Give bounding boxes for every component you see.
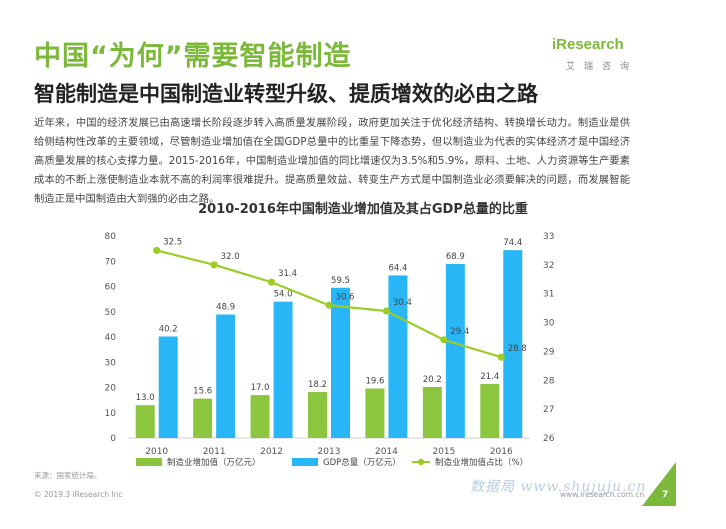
bar-data-label: 68.9: [446, 252, 465, 262]
bar-gdp: [158, 336, 178, 438]
bar-data-label: 48.9: [216, 303, 235, 313]
y-right-tick-label: 27: [543, 405, 554, 415]
line-point: [267, 278, 276, 286]
x-tick-label: 2016: [490, 447, 513, 457]
line-point: [153, 246, 161, 255]
logo-text: iResearch: [552, 36, 624, 53]
x-tick-label: 2013: [318, 447, 341, 457]
x-tick-label: 2012: [260, 447, 283, 457]
y-right-tick-label: 29: [543, 347, 555, 357]
bar-gdp: [503, 250, 523, 438]
bar-manufacturing: [135, 405, 155, 438]
iresearch-logo: iResearch 艾瑞咨询: [552, 34, 644, 74]
legend-swatch: [136, 458, 162, 466]
y-left-tick-label: 20: [105, 384, 117, 394]
page-title: 中国“为何”需要智能制造: [34, 41, 352, 72]
watermark: 数据局 www.shujuju.cn: [470, 479, 647, 495]
line-data-label: 32.5: [163, 237, 182, 247]
chart-title: 2010-2016年中国制造业增加值及其占GDP总量的比重: [198, 202, 528, 217]
y-left-tick-label: 10: [105, 409, 117, 419]
y-left-tick-label: 40: [105, 333, 117, 343]
legend-swatch: [292, 458, 318, 466]
bar-data-label: 13.0: [136, 393, 155, 403]
bar-manufacturing: [250, 395, 270, 438]
y-right-tick-label: 26: [543, 434, 555, 444]
line-data-label: 32.0: [221, 252, 240, 262]
bar-data-label: 19.6: [365, 377, 384, 387]
bar-gdp: [273, 301, 293, 438]
bar-gdp: [445, 264, 465, 438]
y-left-tick-label: 50: [105, 308, 117, 318]
y-left-tick-label: 30: [105, 358, 117, 368]
copyright: © 2019.3 iResearch Inc: [34, 490, 123, 499]
x-tick-label: 2011: [203, 447, 226, 457]
website-text: www.iresearch.com.cn: [560, 490, 645, 499]
bar-manufacturing: [308, 392, 327, 438]
y-left-tick-label: 60: [105, 283, 117, 293]
page-corner-decoration: [642, 462, 676, 506]
y-left-tick-label: 0: [110, 434, 116, 444]
line-point: [497, 353, 505, 361]
bar-data-label: 21.4: [480, 372, 499, 382]
bar-gdp: [216, 314, 236, 438]
y-left-tick-label: 70: [105, 257, 117, 267]
y-right-tick-label: 30: [543, 319, 555, 329]
y-right-tick-label: 33: [543, 232, 554, 242]
legend-label: 制造业增加值占比（%）: [435, 457, 528, 468]
bar-data-label: 20.2: [423, 375, 442, 385]
bar-data-label: 15.6: [193, 387, 212, 397]
bar-data-label: 54.0: [274, 290, 293, 300]
page-subtitle: 智能制造是中国制造业转型升级、提质增效的必由之路: [34, 82, 538, 106]
line-data-label: 30.6: [336, 292, 355, 302]
x-tick-label: 2014: [375, 447, 398, 457]
body-paragraph: 近年来，中国的经济发展已由高速增长阶段逐步转入高质量发展阶段，政府更加关注于优化…: [34, 117, 630, 205]
logo-cn-text: 艾瑞咨询: [566, 62, 639, 72]
line-data-label: 31.4: [278, 269, 297, 279]
bar-manufacturing: [480, 383, 500, 438]
legend-swatch-marker: [417, 458, 425, 466]
bar-data-label: 59.5: [331, 276, 350, 286]
bar-data-label: 17.0: [251, 383, 270, 393]
y-right-tick-label: 31: [543, 290, 554, 300]
line-data-label: 30.4: [393, 298, 412, 308]
line-point: [440, 336, 448, 344]
bar-manufacturing: [422, 386, 442, 438]
line-data-label: 28.8: [508, 344, 527, 354]
bar-manufacturing: [193, 398, 213, 438]
y-right-tick-label: 28: [543, 376, 555, 386]
bar-gdp: [388, 275, 408, 438]
bar-data-label: 64.4: [388, 263, 407, 273]
x-tick-label: 2015: [432, 447, 455, 457]
bar-manufacturing: [365, 388, 385, 438]
source-note: 来源：国家统计局。: [34, 471, 102, 480]
line-point: [210, 261, 218, 269]
bar-data-label: 18.2: [308, 380, 327, 390]
bar-data-label: 74.4: [503, 238, 522, 248]
page-number: 7: [662, 490, 669, 500]
bar-gdp: [331, 287, 350, 438]
line-data-label: 29.4: [450, 327, 469, 337]
line-point: [382, 307, 391, 315]
y-right-tick-label: 32: [543, 261, 554, 271]
legend-label: GDP总量（万亿元）: [323, 457, 401, 468]
y-left-tick-label: 80: [105, 232, 117, 242]
legend-label: 制造业增加值（万亿元）: [167, 457, 261, 468]
x-tick-label: 2010: [145, 447, 168, 457]
line-point: [325, 301, 333, 309]
bar-data-label: 40.2: [159, 324, 178, 334]
